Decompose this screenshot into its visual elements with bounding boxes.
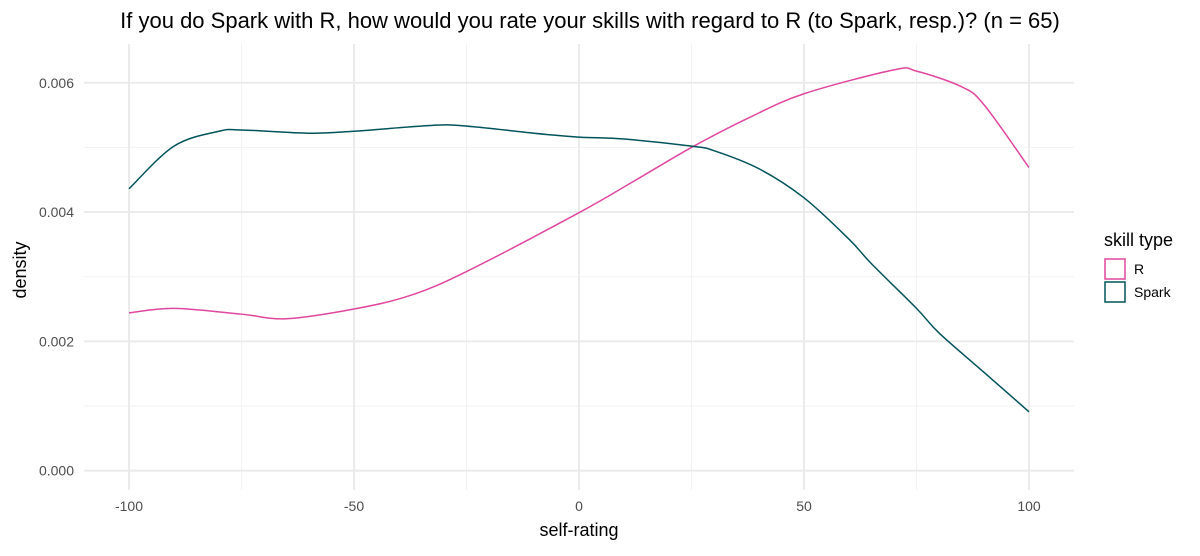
- x-tick-label: -100: [115, 498, 143, 514]
- legend-key-r: [1104, 258, 1126, 280]
- x-tick-label: 50: [796, 498, 812, 514]
- grid: [84, 44, 1074, 490]
- series-line-r: [128, 67, 1030, 320]
- x-tick-label: 0: [575, 498, 583, 514]
- legend: skill type R Spark: [1104, 230, 1173, 303]
- chart-title: If you do Spark with R, how would you ra…: [120, 8, 1060, 33]
- axes: -100 -50 0 50 100 0.000 0.002 0.004 0.006: [39, 75, 1041, 514]
- y-tick-label: 0.000: [39, 463, 74, 479]
- legend-label: R: [1134, 261, 1144, 277]
- y-tick-label: 0.006: [39, 75, 74, 91]
- x-tick-label: -50: [344, 498, 364, 514]
- y-tick-label: 0.002: [39, 333, 74, 349]
- x-tick-label: 100: [1017, 498, 1041, 514]
- y-axis-label: density: [10, 241, 30, 298]
- y-tick-label: 0.004: [39, 204, 74, 220]
- legend-label: Spark: [1134, 284, 1172, 300]
- x-axis-label: self-rating: [539, 520, 618, 540]
- series-lines: [128, 67, 1030, 413]
- series-line-spark: [128, 124, 1030, 413]
- legend-key-spark: [1104, 281, 1126, 303]
- legend-title: skill type: [1104, 230, 1173, 250]
